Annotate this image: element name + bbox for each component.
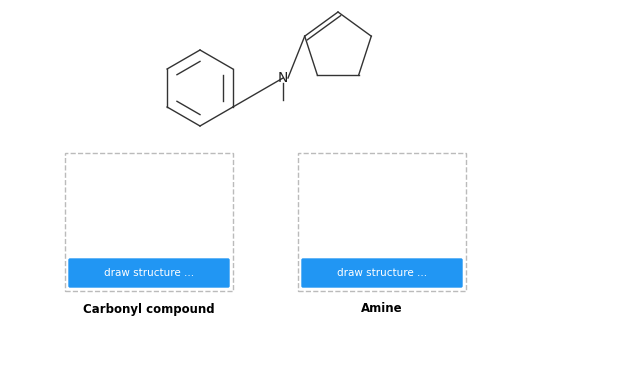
Bar — [298, 153, 466, 291]
FancyBboxPatch shape — [302, 259, 462, 287]
Text: draw structure ...: draw structure ... — [337, 268, 427, 278]
Text: draw structure ...: draw structure ... — [104, 268, 194, 278]
Bar — [65, 153, 233, 291]
Text: Carbonyl compound: Carbonyl compound — [83, 303, 215, 316]
Text: N: N — [278, 71, 288, 85]
FancyBboxPatch shape — [69, 259, 229, 287]
Text: Amine: Amine — [361, 303, 403, 316]
